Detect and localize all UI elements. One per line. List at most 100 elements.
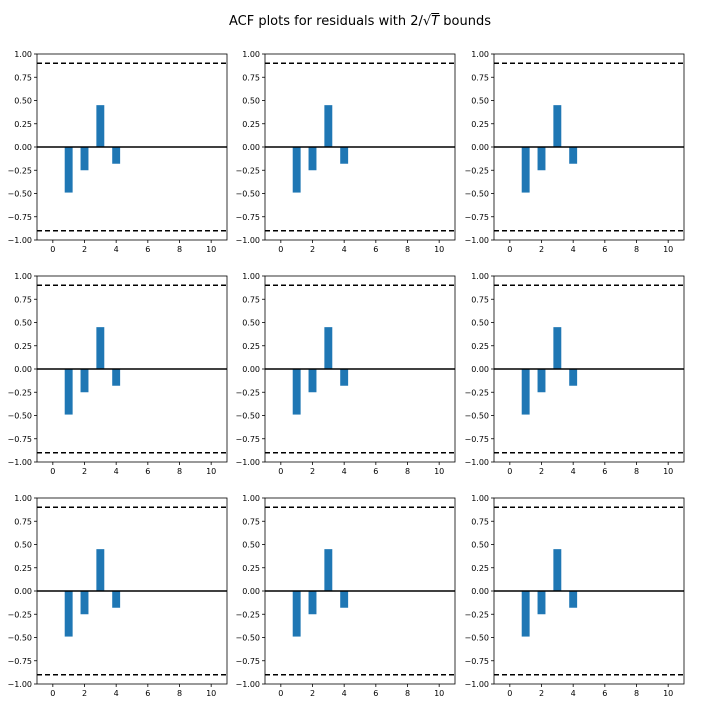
subplot-8: 1.00 0.75 0.50 0.25 0.00 −0.25 −0.50 −0.75 −1.00… — [235, 494, 456, 698]
x-tick-label: 6 — [145, 467, 150, 476]
y-tick-label: −0.75 — [7, 213, 32, 222]
y-tick-label: 0.75 — [242, 517, 260, 526]
acf-bar-lag-3 — [553, 549, 562, 591]
subplot-9: 1.00 0.75 0.50 0.25 0.00 −0.25 −0.50 −0.75 −1.00… — [464, 494, 685, 698]
y-tick-label: 0.00 — [14, 365, 32, 374]
y-tick-label: 0.75 — [471, 517, 489, 526]
acf-bar-lag-2 — [537, 591, 546, 615]
x-tick-label: 0 — [507, 467, 512, 476]
acf-bar-lag-1 — [521, 369, 530, 415]
y-tick-label: −1.00 — [464, 458, 489, 467]
y-tick-label: −1.00 — [7, 458, 32, 467]
y-tick-label: 0.00 — [242, 365, 260, 374]
x-tick-label: 10 — [663, 467, 673, 476]
y-tick-label: 1.00 — [242, 50, 260, 59]
acf-bar-lag-3 — [553, 327, 562, 369]
acf-bar-lag-4 — [569, 591, 578, 608]
x-tick-label: 10 — [206, 467, 216, 476]
subplot-1: 1.00 0.75 0.50 0.25 0.00 −0.25 −0.50 −0.75 −1.00… — [7, 50, 228, 254]
y-tick-label: −0.75 — [464, 435, 489, 444]
y-tick-label: 1.00 — [242, 494, 260, 503]
x-tick-label: 6 — [602, 467, 607, 476]
acf-bar-lag-2 — [537, 147, 546, 171]
acf-bar-lag-3 — [96, 549, 105, 591]
y-tick-label: −0.50 — [235, 634, 260, 643]
x-tick-label: 6 — [373, 245, 378, 254]
y-tick-label: −0.25 — [464, 610, 489, 619]
y-tick-label: −1.00 — [7, 236, 32, 245]
acf-bar-lag-4 — [569, 369, 578, 386]
subplot-5: 1.00 0.75 0.50 0.25 0.00 −0.25 −0.50 −0.75 −1.00… — [235, 272, 456, 476]
x-tick-label: 8 — [405, 689, 410, 698]
acf-bar-lag-1 — [292, 591, 301, 637]
x-tick-label: 0 — [507, 245, 512, 254]
x-tick-label: 0 — [278, 689, 283, 698]
y-tick-label: −0.50 — [464, 190, 489, 199]
y-tick-label: −1.00 — [7, 680, 32, 689]
x-tick-label: 6 — [373, 467, 378, 476]
y-tick-label: 1.00 — [242, 272, 260, 281]
y-tick-label: −0.50 — [7, 634, 32, 643]
x-tick-label: 8 — [634, 467, 639, 476]
acf-bar-lag-4 — [112, 147, 121, 164]
x-tick-label: 2 — [539, 467, 544, 476]
x-tick-label: 2 — [82, 245, 87, 254]
x-tick-label: 0 — [50, 245, 55, 254]
y-tick-label: 0.75 — [14, 73, 32, 82]
y-tick-label: 0.25 — [471, 120, 489, 129]
y-tick-label: −0.50 — [235, 190, 260, 199]
y-tick-label: −1.00 — [235, 236, 260, 245]
y-tick-label: −0.50 — [464, 412, 489, 421]
figure-title-variable: T — [431, 14, 440, 29]
acf-bar-lag-1 — [521, 147, 530, 193]
x-tick-label: 0 — [507, 689, 512, 698]
acf-bar-lag-1 — [64, 591, 73, 637]
y-tick-label: −0.50 — [7, 190, 32, 199]
x-tick-label: 4 — [114, 245, 119, 254]
y-tick-label: 0.75 — [471, 73, 489, 82]
y-tick-label: −1.00 — [464, 680, 489, 689]
y-tick-label: 0.25 — [242, 120, 260, 129]
acf-bar-lag-2 — [80, 147, 89, 171]
y-tick-label: 0.00 — [14, 143, 32, 152]
y-tick-label: 0.50 — [14, 541, 32, 550]
y-tick-label: −0.25 — [235, 388, 260, 397]
x-tick-label: 0 — [50, 689, 55, 698]
x-tick-label: 10 — [206, 689, 216, 698]
y-tick-label: 0.25 — [471, 564, 489, 573]
acf-bar-lag-3 — [324, 549, 333, 591]
acf-bar-lag-2 — [308, 591, 317, 615]
acf-bar-lag-3 — [96, 327, 105, 369]
x-tick-label: 10 — [434, 245, 444, 254]
x-tick-label: 4 — [342, 245, 347, 254]
y-tick-label: 0.00 — [471, 587, 489, 596]
acf-bar-lag-4 — [112, 591, 121, 608]
x-tick-label: 4 — [342, 467, 347, 476]
x-tick-label: 10 — [434, 467, 444, 476]
y-tick-label: 0.50 — [471, 97, 489, 106]
y-tick-label: 0.50 — [242, 541, 260, 550]
y-tick-label: −0.75 — [235, 435, 260, 444]
y-tick-label: 0.25 — [242, 342, 260, 351]
acf-bar-lag-3 — [324, 327, 333, 369]
subplot-7: 1.00 0.75 0.50 0.25 0.00 −0.25 −0.50 −0.75 −1.00… — [7, 494, 228, 698]
x-tick-label: 2 — [82, 467, 87, 476]
y-tick-label: 0.00 — [471, 365, 489, 374]
acf-bar-lag-3 — [96, 105, 105, 147]
y-tick-label: 1.00 — [471, 50, 489, 59]
x-tick-label: 6 — [602, 689, 607, 698]
y-tick-label: 0.00 — [14, 587, 32, 596]
subplot-6: 1.00 0.75 0.50 0.25 0.00 −0.25 −0.50 −0.75 −1.00… — [464, 272, 685, 476]
x-tick-label: 4 — [342, 689, 347, 698]
y-tick-label: −0.50 — [235, 412, 260, 421]
y-tick-label: 1.00 — [14, 272, 32, 281]
subplot-2: 1.00 0.75 0.50 0.25 0.00 −0.25 −0.50 −0.75 −1.00… — [235, 50, 456, 254]
figure-title-prefix: ACF plots for residuals with 2/√ — [228, 14, 432, 29]
y-tick-label: 1.00 — [14, 494, 32, 503]
acf-bar-lag-2 — [308, 147, 317, 171]
y-tick-label: 1.00 — [471, 272, 489, 281]
y-tick-label: −1.00 — [235, 458, 260, 467]
acf-bar-lag-2 — [80, 591, 89, 615]
x-tick-label: 2 — [539, 689, 544, 698]
